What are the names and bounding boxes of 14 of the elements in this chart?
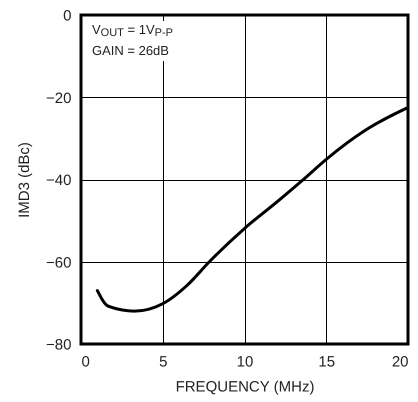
y-tick-label: −40: [46, 172, 72, 189]
annotation: GAIN = 26dB: [92, 42, 170, 59]
annotation: V$_{OUT}$ = 1V$_{P-P}$: [92, 21, 173, 41]
y-axis-title: IMD3 (dBc): [16, 142, 34, 218]
x-tick-label: 15: [318, 354, 336, 370]
y-tick-label: −20: [46, 90, 72, 107]
y-tick-label: −80: [46, 336, 72, 354]
y-tick-label: 0: [63, 8, 72, 24]
x-tick-label: 0: [82, 354, 90, 370]
x-tick-label: 10: [236, 354, 254, 370]
x-axis-title: FREQUENCY (MHz): [176, 378, 314, 396]
x-tick-label: 20: [392, 354, 408, 370]
x-tick-label: 5: [159, 354, 168, 370]
y-tick-label: −60: [46, 254, 72, 272]
